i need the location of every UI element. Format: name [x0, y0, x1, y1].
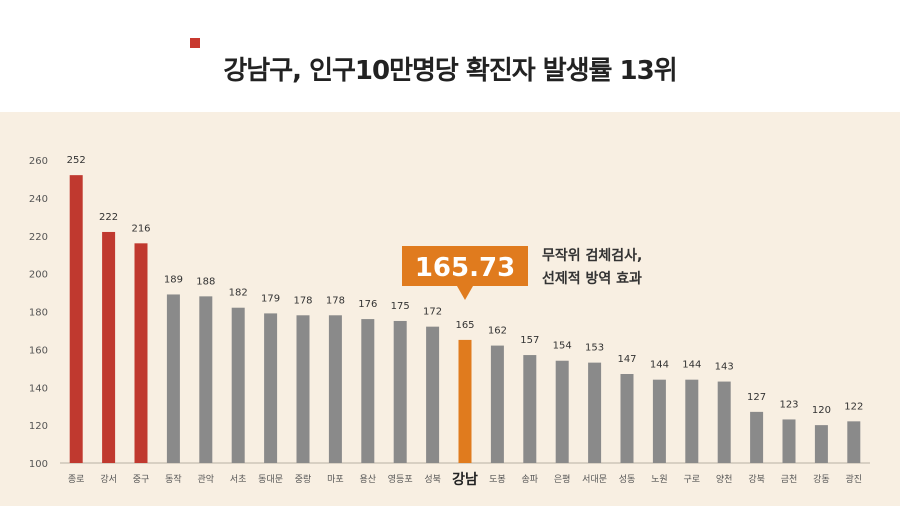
x-tick-label: 송파 — [522, 474, 539, 485]
bar — [523, 355, 537, 463]
data-label: 154 — [553, 341, 572, 352]
data-label: 122 — [844, 401, 863, 412]
x-tick-label: 서초 — [230, 474, 247, 485]
bar — [296, 315, 310, 463]
bar — [328, 315, 342, 463]
x-tick-label: 중랑 — [295, 473, 312, 485]
bar — [588, 362, 602, 463]
data-label: 120 — [812, 405, 831, 416]
x-tick-label: 강남 — [452, 471, 478, 488]
bar — [620, 373, 634, 463]
bar — [717, 381, 731, 463]
data-label: 144 — [650, 360, 669, 371]
x-tick-label: 광진 — [846, 473, 863, 485]
bar — [458, 339, 472, 463]
data-label: 178 — [293, 295, 312, 306]
data-label: 172 — [423, 307, 442, 318]
data-label: 178 — [326, 295, 345, 306]
bar — [134, 243, 148, 463]
x-tick-label: 관악 — [198, 473, 215, 485]
bar — [102, 231, 116, 463]
header: 강남구, 인구10만명당 확진자 발생률 13위 — [0, 0, 900, 112]
y-tick-label: 160 — [29, 345, 48, 356]
y-tick-label: 180 — [29, 308, 48, 319]
x-tick-label: 구로 — [684, 474, 701, 485]
x-tick-label: 종로 — [68, 474, 85, 485]
x-tick-label: 동작 — [165, 474, 182, 485]
data-label: 222 — [99, 212, 118, 223]
data-label: 182 — [229, 288, 248, 299]
chart-title: 강남구, 인구10만명당 확진자 발생률 13위 — [223, 56, 677, 86]
bar — [426, 326, 440, 463]
y-tick-label: 120 — [29, 421, 48, 432]
bar — [685, 379, 699, 463]
bar — [69, 175, 83, 463]
callout-note-line2: 선제적 방역 효과 — [542, 270, 642, 287]
bar — [490, 345, 504, 463]
data-label: 216 — [131, 223, 150, 234]
x-tick-label: 양천 — [716, 474, 733, 485]
data-label: 165 — [455, 320, 474, 331]
data-label: 143 — [715, 362, 734, 373]
x-tick-label: 용산 — [360, 474, 377, 485]
bar — [199, 296, 213, 463]
x-tick-label: 성북 — [424, 474, 441, 485]
y-tick-label: 240 — [29, 194, 48, 205]
data-label: 175 — [391, 301, 410, 312]
callout-box — [402, 246, 528, 286]
data-label: 162 — [488, 326, 507, 337]
data-label: 153 — [585, 343, 604, 354]
data-label: 144 — [682, 360, 701, 371]
bar — [555, 360, 569, 463]
data-label: 157 — [520, 335, 539, 346]
x-tick-label: 도봉 — [489, 474, 506, 485]
data-label: 188 — [196, 276, 215, 287]
y-tick-label: 260 — [29, 156, 48, 167]
x-tick-label: 강북 — [748, 474, 765, 485]
x-tick-label: 은평 — [554, 474, 571, 485]
y-tick-label: 140 — [29, 383, 48, 394]
bar — [264, 313, 278, 463]
data-label: 123 — [779, 399, 798, 410]
x-tick-label: 중구 — [133, 474, 150, 485]
x-axis-labels: 종로 강서 중구 동작 관악 서초 동대문 중랑 마포 용산 영등포 성북 강남 도봉 송파 은평 서대문 성동 노… — [68, 471, 862, 488]
bar — [814, 425, 828, 463]
callout-note-line1: 무작위 검체검사, — [542, 247, 642, 264]
x-tick-label: 성동 — [619, 474, 636, 485]
value-labels: 252 222 216 189 188 182 179 178 178 176 175 172 165 1… — [67, 155, 864, 416]
data-label: 179 — [261, 293, 280, 304]
x-tick-label: 금천 — [781, 474, 798, 485]
y-tick-label: 200 — [29, 270, 48, 281]
x-tick-label: 영등포 — [388, 474, 413, 485]
bar — [652, 379, 666, 463]
bar — [166, 294, 180, 463]
bar — [782, 419, 796, 463]
callout-value: 165.73 — [415, 253, 515, 283]
title-marker — [190, 38, 200, 48]
bar — [847, 421, 861, 463]
bar — [393, 320, 407, 463]
callout: 165.73 무작위 검체검사, 선제적 방역 효과 — [402, 246, 642, 300]
y-tick-label: 100 — [29, 459, 48, 470]
callout-pointer — [457, 286, 473, 300]
y-tick-label: 220 — [29, 232, 48, 243]
bar — [231, 307, 245, 463]
y-axis: 100 120 140 160 180 200 220 240 260 — [29, 156, 870, 470]
bar — [361, 319, 375, 463]
x-tick-label: 동대문 — [258, 474, 283, 485]
chart-area — [0, 112, 900, 506]
x-tick-label: 마포 — [327, 474, 344, 485]
data-label: 147 — [617, 354, 636, 365]
data-label: 127 — [747, 392, 766, 403]
x-tick-label: 강동 — [813, 474, 830, 485]
data-label: 252 — [67, 155, 86, 166]
x-tick-label: 노원 — [651, 474, 668, 485]
x-tick-label: 서대문 — [582, 474, 607, 485]
x-tick-label: 강서 — [100, 474, 117, 485]
bar — [750, 411, 764, 463]
data-label: 189 — [164, 274, 183, 285]
bars — [69, 175, 861, 463]
data-label: 176 — [358, 299, 377, 310]
